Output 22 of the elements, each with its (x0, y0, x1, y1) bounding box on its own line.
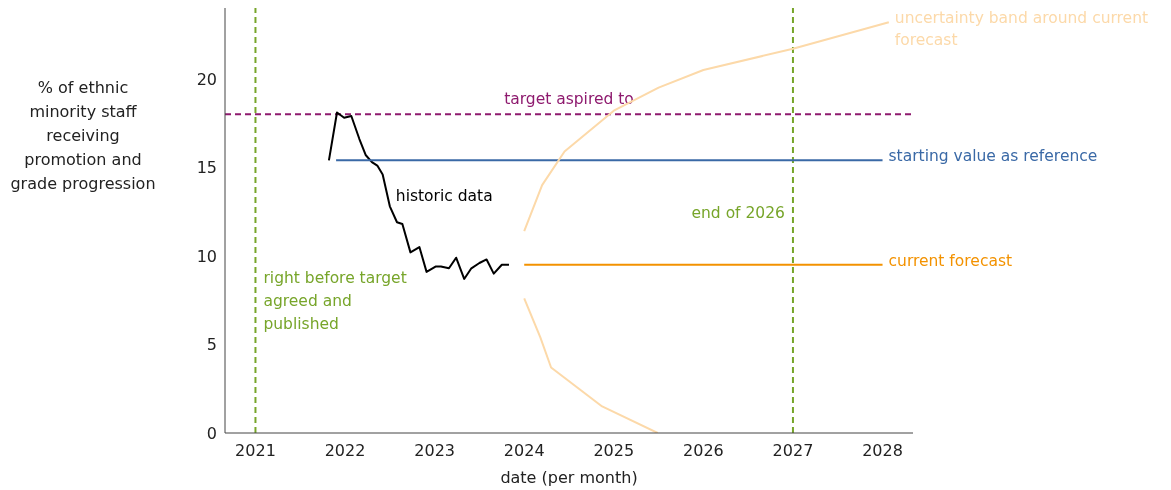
x-tick-label: 2021 (235, 441, 276, 461)
y-tick-label: 5 (206, 335, 217, 355)
x-axis-title: date (per month) (500, 468, 638, 487)
line-series (523, 297, 659, 433)
x-tick-label: 2027 (772, 441, 814, 461)
y-tick-label: 10 (196, 246, 217, 266)
series-label: current forecast (888, 251, 1013, 270)
y-tick-label: 0 (206, 423, 217, 443)
y-tick-label: 20 (196, 69, 217, 89)
x-tick-label: 2025 (593, 441, 635, 461)
ref-line-label: right before target agreed and published (263, 268, 407, 334)
series-label: uncertainty band around current forecast (894, 9, 1149, 49)
y-axis-title: % of ethnic minority staff receiving promotion and grade progression (9, 77, 157, 195)
x-tick-label: 2024 (503, 441, 545, 461)
x-tick-label: 2023 (414, 441, 455, 461)
x-tick-label: 2026 (683, 441, 724, 461)
series-label: starting value as reference (888, 147, 1098, 166)
x-tick-label: 2022 (324, 441, 366, 461)
ref-line-label: end of 2026 (691, 203, 785, 222)
series-label: historic data (395, 186, 493, 205)
y-tick-label: 15 (196, 158, 217, 178)
x-tick-label: 2028 (862, 441, 903, 461)
